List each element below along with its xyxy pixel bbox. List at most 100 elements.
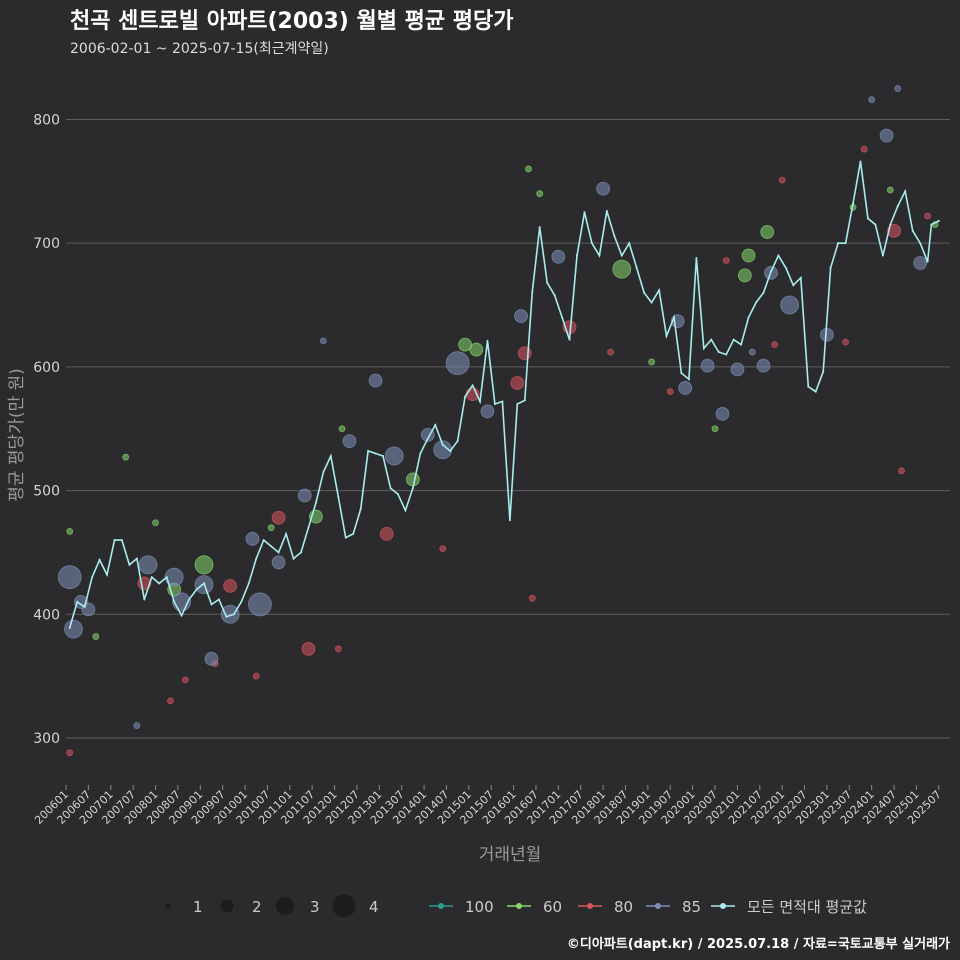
y-tick-label: 500 xyxy=(33,484,60,500)
y-tick-label: 700 xyxy=(33,236,60,252)
data-point-85 xyxy=(730,362,745,377)
average-point xyxy=(374,452,377,455)
average-point xyxy=(605,210,608,213)
data-point-85 xyxy=(715,406,730,421)
average-point xyxy=(889,223,892,226)
data-point-60 xyxy=(886,186,894,194)
average-point xyxy=(285,532,288,535)
average-point xyxy=(911,229,914,232)
average-point xyxy=(210,603,213,606)
average-point xyxy=(635,266,638,269)
data-point-85 xyxy=(297,488,312,503)
average-point xyxy=(717,351,720,354)
average-point xyxy=(493,402,496,405)
average-point xyxy=(658,289,661,292)
average-point xyxy=(479,400,482,403)
average-point xyxy=(98,558,101,561)
data-point-80 xyxy=(66,749,74,757)
legend-color-dot xyxy=(516,903,522,909)
average-point xyxy=(546,281,549,284)
data-point-80 xyxy=(924,212,932,220)
average-point xyxy=(590,242,593,245)
data-point-85 xyxy=(133,722,141,730)
average-point xyxy=(777,254,780,257)
average-point xyxy=(225,615,228,618)
average-point xyxy=(389,487,392,490)
average-point xyxy=(120,539,123,542)
average-point xyxy=(359,508,362,511)
average-point xyxy=(613,234,616,237)
legend-color-label: 모든 면적대 평균값 xyxy=(747,898,867,916)
legend-size-label: 4 xyxy=(369,898,379,916)
average-point xyxy=(426,437,429,440)
average-point xyxy=(643,291,646,294)
data-point-80 xyxy=(898,467,905,475)
data-point-60 xyxy=(66,528,74,535)
data-point-60 xyxy=(194,555,214,575)
data-point-60 xyxy=(760,225,775,239)
average-point xyxy=(792,284,795,287)
average-point xyxy=(419,452,422,455)
average-point xyxy=(904,190,907,193)
average-point xyxy=(501,400,504,403)
data-point-85 xyxy=(596,181,611,196)
legend-color-label: 85 xyxy=(682,898,701,916)
data-point-60 xyxy=(338,425,346,433)
average-point xyxy=(411,487,414,490)
average-point xyxy=(128,563,131,566)
average-point xyxy=(822,370,825,373)
data-point-80 xyxy=(528,594,536,602)
average-point xyxy=(784,266,787,269)
average-point xyxy=(852,202,855,205)
data-point-60 xyxy=(648,358,656,366)
legend: 1 2 3 4 100 60 80 85 모든 면적대 평균값 xyxy=(165,894,867,918)
average-point xyxy=(165,576,168,579)
data-point-85 xyxy=(780,295,800,315)
data-point-80 xyxy=(887,223,901,238)
average-point xyxy=(83,605,86,608)
data-point-85 xyxy=(384,446,404,466)
data-point-85 xyxy=(868,96,876,104)
legend-size-label: 2 xyxy=(252,898,262,916)
data-point-60 xyxy=(152,519,159,527)
average-point xyxy=(583,211,586,214)
average-point xyxy=(687,378,690,381)
data-point-60 xyxy=(536,190,544,198)
average-point xyxy=(740,343,743,346)
chart-subtitle: 2006-02-01 ~ 2025-07-15(최근계약일) xyxy=(70,41,329,57)
average-point xyxy=(434,424,437,427)
data-point-80 xyxy=(271,510,286,525)
data-point-85 xyxy=(57,565,82,590)
x-axis-label: 거래년월 xyxy=(479,845,542,865)
data-point-80 xyxy=(439,545,447,553)
average-point xyxy=(576,254,579,257)
average-point xyxy=(106,573,109,576)
average-point xyxy=(277,551,280,554)
average-point xyxy=(874,223,877,226)
legend-color-dot xyxy=(655,903,661,909)
data-point-80 xyxy=(334,645,342,653)
y-axis-label: 평균 평당가(만 원) xyxy=(7,368,27,502)
average-point xyxy=(76,600,79,603)
data-point-80 xyxy=(223,578,238,593)
data-point-60 xyxy=(122,453,130,461)
data-point-85 xyxy=(248,592,272,617)
average-point xyxy=(508,519,511,522)
average-point xyxy=(628,242,631,245)
legend-color-dot xyxy=(587,903,593,909)
average-point xyxy=(561,316,564,319)
footer-credit: ©디아파트(dapt.kr) / 2025.07.18 / 자료=국토교통부 실… xyxy=(567,936,950,952)
average-point xyxy=(710,338,713,341)
average-point xyxy=(896,205,899,208)
average-point xyxy=(919,242,922,245)
average-point xyxy=(769,270,772,273)
average-point xyxy=(680,372,683,375)
legend-size-key xyxy=(165,903,171,909)
average-point xyxy=(337,495,340,498)
average-point xyxy=(725,353,728,356)
average-point xyxy=(441,443,444,446)
data-point-80 xyxy=(722,257,730,264)
data-point-80 xyxy=(252,672,260,680)
average-point xyxy=(255,557,258,560)
